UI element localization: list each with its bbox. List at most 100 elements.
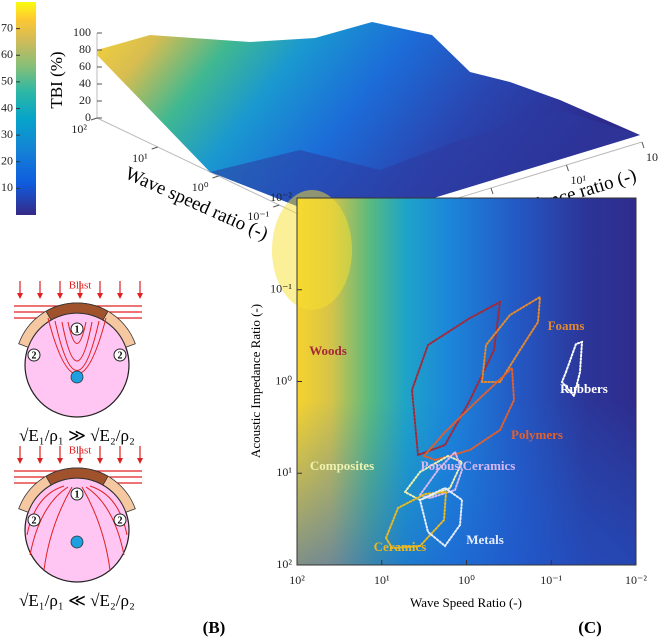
stress-wave <box>26 485 65 536</box>
arrow-head <box>137 293 143 299</box>
heatmap-peak <box>272 190 352 310</box>
colorbar-tick-label: 10 <box>1 180 13 194</box>
skull-top <box>45 302 109 321</box>
region-label: Polymers <box>511 427 563 442</box>
node-marker <box>27 513 41 527</box>
colorbar-tick-label: 30 <box>1 127 13 141</box>
node-label: 1 <box>75 489 80 500</box>
region-outline <box>560 340 584 399</box>
region-label: Woods <box>309 343 347 358</box>
y-tick-label: 10¹ <box>276 465 292 479</box>
x-tick <box>151 146 158 150</box>
arrow-head <box>117 293 123 299</box>
node-marker <box>70 487 84 501</box>
arrow-head <box>37 293 43 299</box>
arrow-head <box>117 458 123 464</box>
x-tick <box>212 175 219 179</box>
x-tick-label: 10⁰ <box>192 180 209 194</box>
node-marker <box>113 513 127 527</box>
stress-wave <box>81 486 111 571</box>
arrow-head <box>77 293 83 299</box>
colorbar-tick-label: 60 <box>1 47 13 61</box>
stress-wave <box>61 321 93 362</box>
arrow-head <box>17 458 23 464</box>
region-label: Foams <box>548 318 585 333</box>
relation: √E₁/ρ₁ ≪ √E₂/ρ₂ <box>19 591 135 610</box>
arrow-head <box>137 458 143 464</box>
x-tick-label: 10⁻¹ <box>247 209 269 223</box>
x-tick-label: 10² <box>71 122 87 136</box>
stress-wave <box>85 486 125 556</box>
colorbar-tick-label: 70 <box>1 20 13 34</box>
x-tick-label: 10⁻¹ <box>540 573 562 587</box>
y-tick-label: 10⁻² <box>270 190 292 204</box>
x-tick-label: 10¹ <box>374 573 390 587</box>
panel-label: (C) <box>578 618 602 637</box>
stress-wave <box>67 321 87 344</box>
z-tick-label: 100 <box>73 25 91 39</box>
y-tick-label: 10² <box>276 557 292 571</box>
node-label: 2 <box>118 515 123 526</box>
z-tick-label: 60 <box>79 59 91 73</box>
arrow-head <box>77 458 83 464</box>
x-tick <box>273 204 280 208</box>
region-label: Ceramics <box>374 539 427 554</box>
target <box>70 535 84 549</box>
node-label: 2 <box>118 350 123 361</box>
colorbar-tick-label: 40 <box>1 100 13 114</box>
x-tick-label: 10⁰ <box>458 573 475 587</box>
x-tick <box>90 117 98 121</box>
node-marker <box>70 322 84 336</box>
y-tick-label: 10⁰ <box>275 373 292 387</box>
stress-wave <box>54 320 100 371</box>
colorbar-tick-label: 50 <box>1 74 13 88</box>
colorbar <box>16 2 36 215</box>
relation: √E₁/ρ₁ ≫ √E₂/ρ₂ <box>19 426 135 445</box>
region-outline <box>418 486 464 548</box>
x-tick-label: 10⁻² <box>625 573 647 587</box>
stress-wave <box>29 486 69 556</box>
arrow-head <box>97 458 103 464</box>
y-tick-label: 10¹ <box>571 173 587 187</box>
z-tick-label: 80 <box>79 42 91 56</box>
z-tick-label: 20 <box>79 93 91 107</box>
arrow-head <box>57 458 63 464</box>
panel-label: (B) <box>203 618 226 637</box>
x-axis-label: Wave Speed Ratio (-) <box>410 595 522 610</box>
y-axis-label: Acoustic Impedance Ratio (-) <box>248 304 263 458</box>
arrow-head <box>97 293 103 299</box>
z-tick-label: 40 <box>79 76 91 90</box>
colorbar-tick-label: 20 <box>1 154 13 168</box>
node-marker <box>27 348 41 362</box>
node-label: 2 <box>32 350 37 361</box>
node-marker <box>113 348 127 362</box>
panel-c: Woods Foams Rubbers Polymers Composites Porou… <box>248 190 647 637</box>
z-tick-label: 0 <box>85 110 91 124</box>
region-label: Rubbers <box>560 381 608 396</box>
region-outline <box>384 490 448 550</box>
y-tick-label: 10² <box>646 150 658 164</box>
node-label: 1 <box>75 324 80 335</box>
target <box>70 370 84 384</box>
region-label: Porous Ceramics <box>421 458 516 473</box>
region-label: Composites <box>310 458 374 473</box>
stress-wave <box>43 486 73 571</box>
node-label: 2 <box>32 515 37 526</box>
arrow-head <box>57 293 63 299</box>
region-outline <box>410 300 502 457</box>
region-label: Metals <box>466 532 504 547</box>
heatmap-shade <box>297 198 636 565</box>
y-tick-label: 10⁻¹ <box>270 282 292 296</box>
region-outline <box>418 450 464 500</box>
stress-wave <box>89 485 128 536</box>
z-axis-label: TBI (%) <box>47 51 66 108</box>
skull-top <box>45 467 109 486</box>
y-tick <box>490 187 494 195</box>
x-tick-label: 10¹ <box>132 151 148 165</box>
arrow-head <box>17 293 23 299</box>
arrow-head <box>37 458 43 464</box>
